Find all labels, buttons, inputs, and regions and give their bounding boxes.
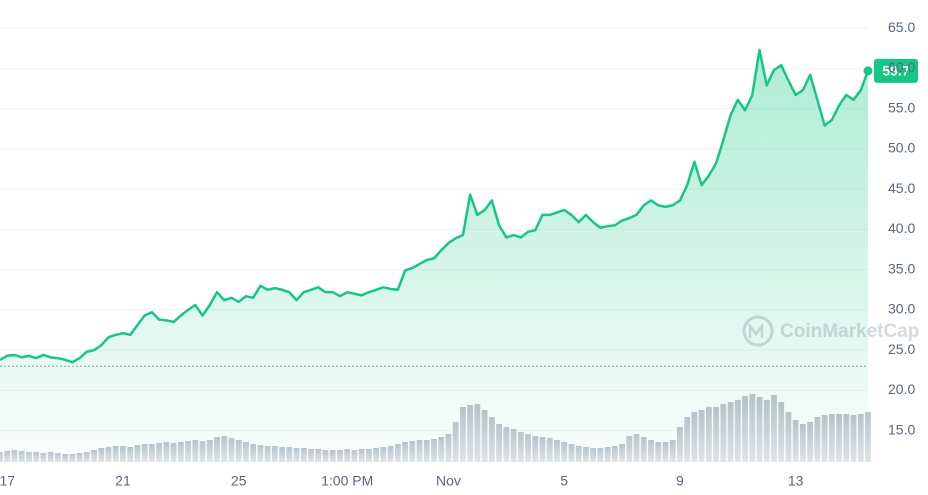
- watermark: CoinMarketCap: [742, 315, 919, 347]
- x-tick-label: 5: [560, 473, 568, 489]
- y-tick-label: 20.0: [888, 381, 915, 397]
- y-tick-label: 30.0: [888, 301, 915, 317]
- y-tick-label: 55.0: [888, 99, 915, 115]
- y-tick-label: 45.0: [888, 180, 915, 196]
- watermark-logo-mark: [748, 322, 764, 338]
- x-tick-label: 9: [676, 473, 684, 489]
- watermark-text: CoinMarketCap: [780, 321, 919, 342]
- last-point: [863, 66, 873, 76]
- y-tick-label: 40.0: [888, 220, 915, 236]
- x-tick-label: Nov: [436, 473, 461, 489]
- y-tick-label: 25.0: [888, 341, 915, 357]
- x-tick-label: 1:00 PM: [321, 473, 373, 489]
- watermark-logo: [742, 315, 774, 347]
- price-line: [0, 48, 870, 364]
- axis-labels: 15.0 20.0 25.0 30.0 35.0 40.0 45.0 50.0 55.0 60.0…: [0, 19, 915, 489]
- x-tick-label: 21: [115, 473, 131, 489]
- price-series: 59.7: [0, 48, 918, 463]
- y-tick-label: 15.0: [888, 421, 915, 437]
- price-tag: 59.7: [882, 63, 909, 79]
- y-tick-label: 60.0: [888, 59, 915, 75]
- x-tick-label: 17: [0, 473, 15, 489]
- price-area: [0, 49, 868, 463]
- y-tick-label: 65.0: [888, 19, 915, 35]
- x-tick-label: 25: [231, 473, 247, 489]
- y-tick-label: 50.0: [888, 140, 915, 156]
- y-tick-label: 35.0: [888, 260, 915, 276]
- x-tick-label: 13: [788, 473, 804, 489]
- price-tag-bg: [874, 58, 918, 83]
